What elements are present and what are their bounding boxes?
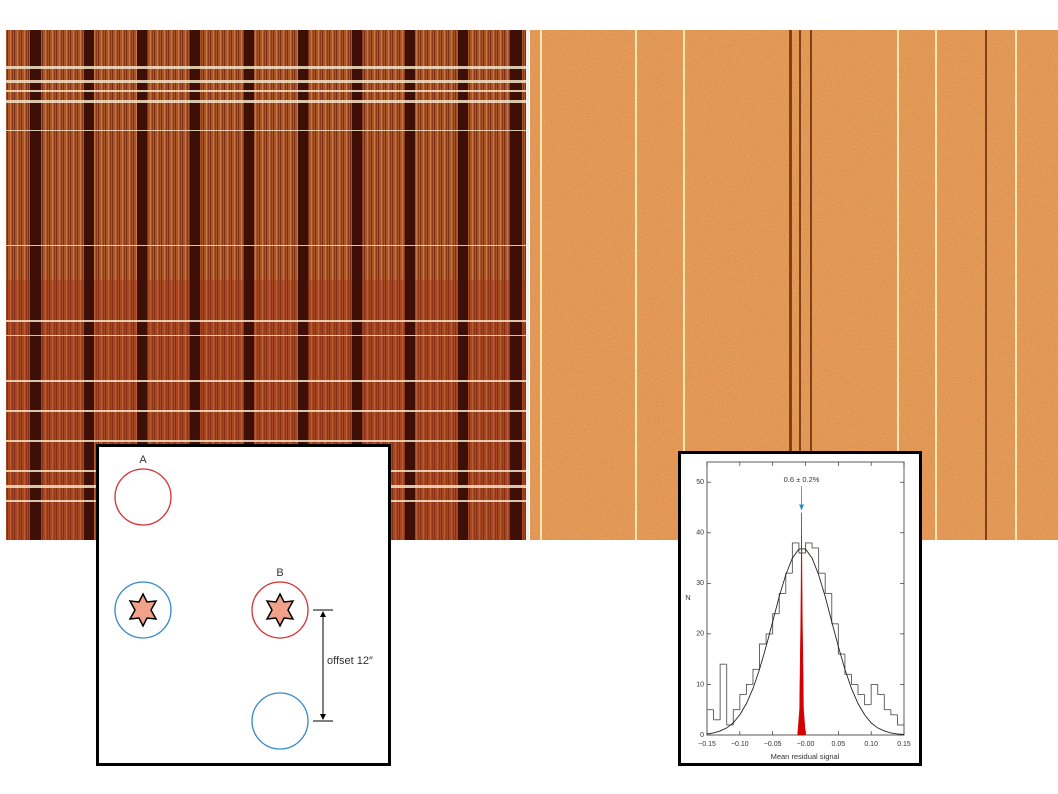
histogram-bin <box>811 542 819 549</box>
histogram-bin <box>765 633 773 644</box>
label-b: B <box>276 567 283 579</box>
y-tick-label: 0 <box>700 732 704 739</box>
histogram-inset: 0.6 ± 0.2% Mean residual signal N −0.15 −… <box>678 451 922 766</box>
y-tick-label: 20 <box>696 631 704 638</box>
histogram-bin <box>778 592 786 614</box>
y-tick-label: 10 <box>696 681 704 688</box>
x-tick-label: 0.10 <box>864 741 878 748</box>
histogram-bin <box>883 694 891 711</box>
histogram-bin <box>890 709 898 716</box>
histogram-bin <box>896 714 905 735</box>
y-axis-label: N <box>685 593 690 602</box>
left-image <box>6 30 529 540</box>
annotation-arrowhead <box>799 504 805 511</box>
peak-distribution <box>797 512 806 736</box>
histogram-bin <box>818 547 826 574</box>
histogram-bin <box>791 542 799 574</box>
histogram-bin <box>844 654 852 675</box>
histogram-bin <box>857 684 865 696</box>
histogram-bin <box>759 643 767 670</box>
histogram-bin <box>877 684 885 696</box>
label-a: A <box>139 454 147 466</box>
histogram-bin <box>739 694 747 710</box>
histogram-bin <box>831 593 839 625</box>
histogram-bin <box>772 613 780 634</box>
x-tick-label: 0.15 <box>897 741 911 748</box>
histogram-bin <box>745 683 753 695</box>
histogram-bin <box>732 709 740 725</box>
diagram-inset: A B offset 12″ <box>96 444 391 766</box>
histogram-bin <box>706 709 714 735</box>
x-tick-label: −0.10 <box>731 741 749 748</box>
histogram-bin <box>785 572 793 594</box>
histogram-bin <box>713 709 721 721</box>
y-tick-label: 50 <box>696 479 704 486</box>
histogram-bin <box>870 683 878 705</box>
histogram-bin <box>837 623 845 655</box>
histogram-bin <box>752 668 760 685</box>
histogram-bin <box>851 674 859 685</box>
histogram-bin <box>719 663 727 720</box>
histogram-bin <box>798 542 806 554</box>
y-tick-label: 40 <box>696 530 704 537</box>
y-tick-label: 30 <box>696 580 704 587</box>
x-tick-label: −0.15 <box>698 741 716 748</box>
offset-label: offset 12″ <box>327 655 373 667</box>
x-tick-label: 0.05 <box>832 741 846 748</box>
x-tick-label: −0.00 <box>797 741 815 748</box>
histogram-bin <box>824 573 832 594</box>
histogram-bin <box>864 694 872 706</box>
fit-curve <box>706 548 905 735</box>
annotation: 0.6 ± 0.2% <box>784 475 820 484</box>
x-tick-label: −0.05 <box>764 741 782 748</box>
x-axis-label: Mean residual signal <box>771 752 840 761</box>
